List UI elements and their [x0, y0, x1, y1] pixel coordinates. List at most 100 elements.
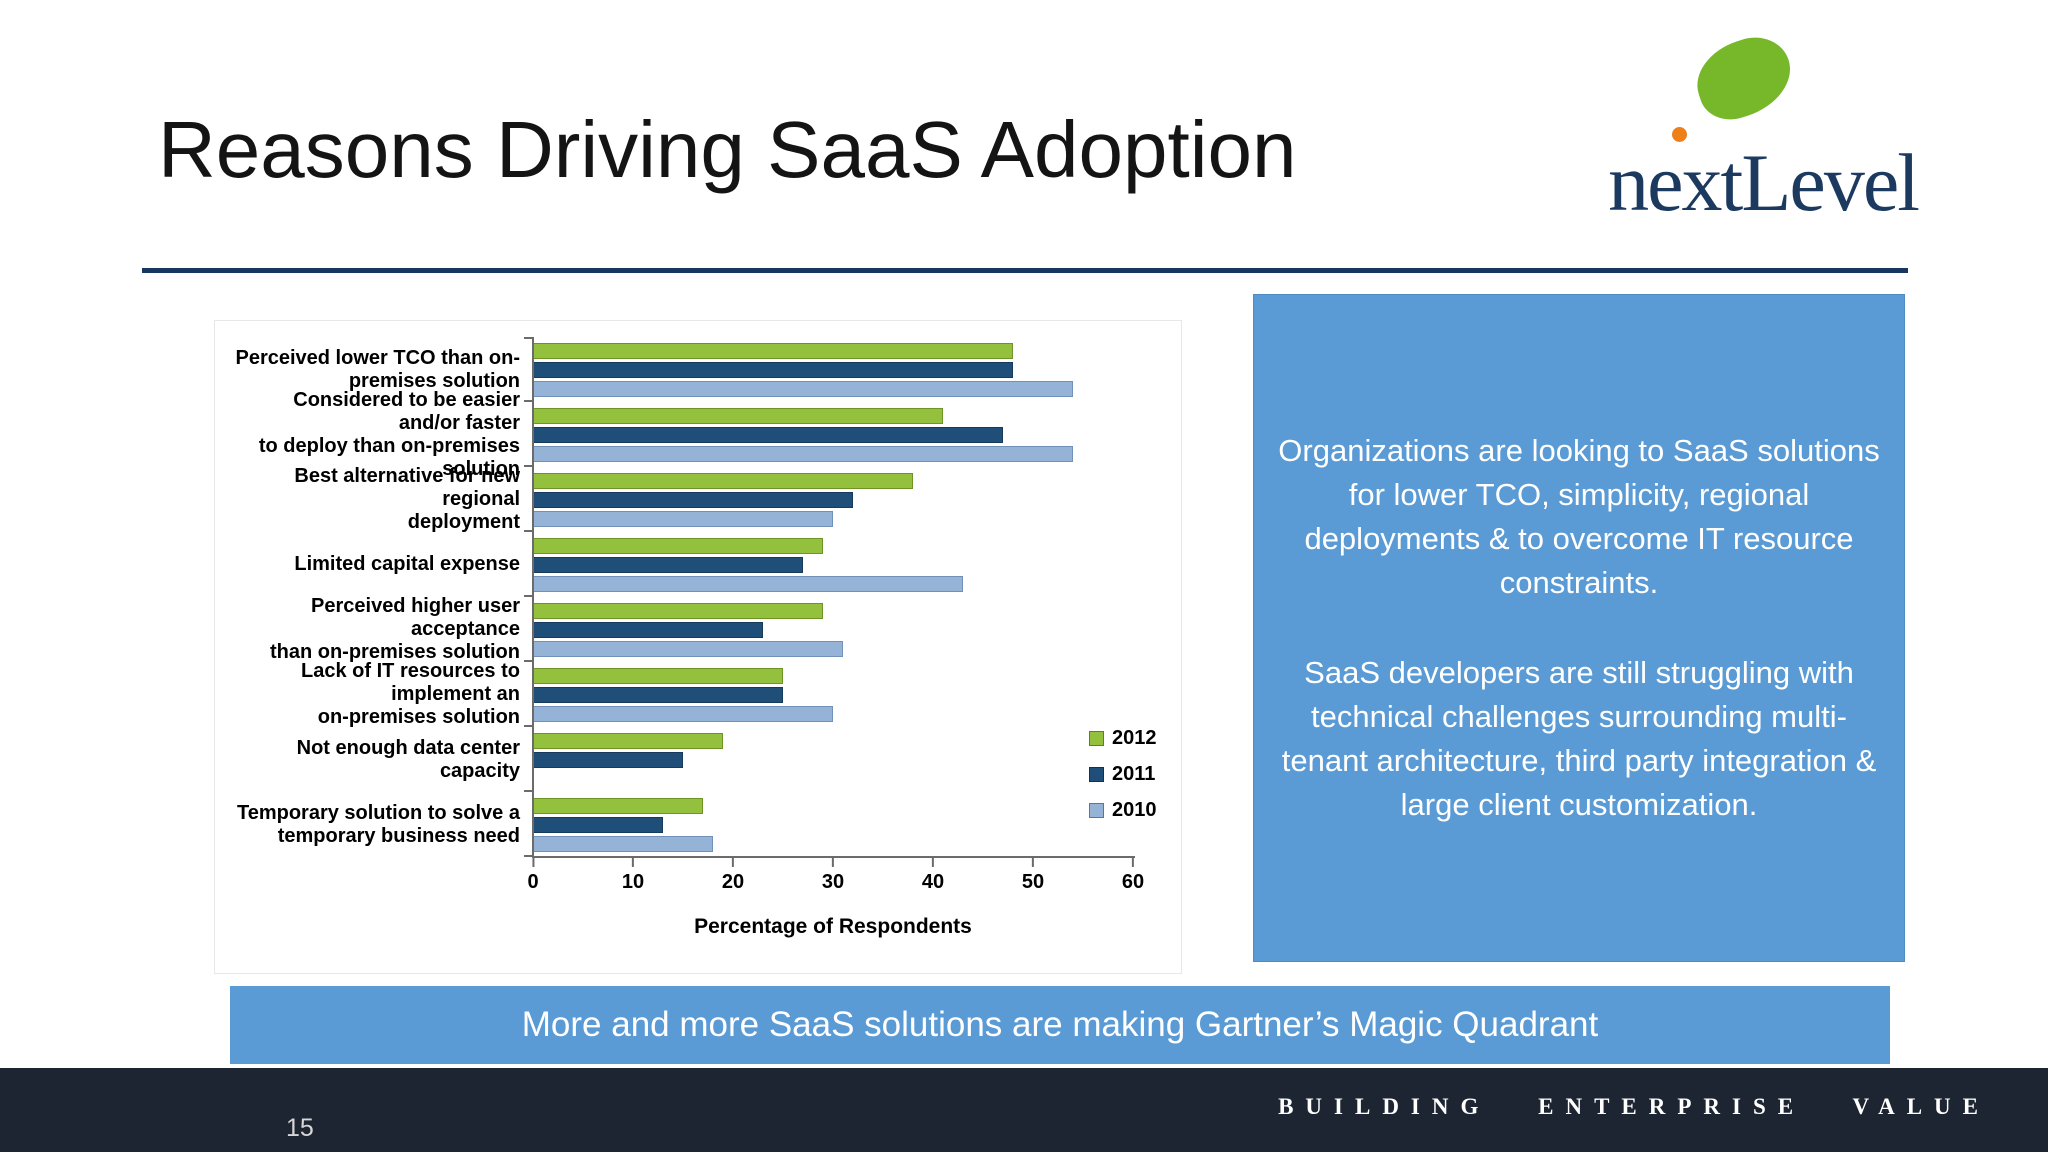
nextlevel-logo: nextLevel	[1500, 27, 1930, 230]
x-tick-0: 0	[527, 858, 539, 894]
bar-2012	[533, 342, 1013, 359]
x-tick-10: 10	[622, 858, 644, 894]
bar-2011	[533, 361, 1013, 378]
tick-label: 60	[1121, 871, 1145, 893]
bar-2012	[533, 407, 943, 424]
chart-body: Perceived lower TCO than on- premises so…	[233, 337, 1163, 938]
chart-bar-group	[533, 341, 1133, 399]
bar-2011	[533, 751, 683, 768]
chart-bar-group	[533, 536, 1133, 594]
legend-label: 2011	[1112, 763, 1156, 785]
chart-category-row: Perceived higher user acceptance than on…	[233, 595, 1163, 663]
legend-label: 2012	[1112, 727, 1157, 749]
logo-text-next: next	[1608, 137, 1743, 228]
x-tick-60: 60	[1122, 858, 1144, 894]
chart-bar-group	[533, 796, 1133, 854]
chart-category-row: Lack of IT resources to implement an on-…	[233, 660, 1163, 728]
legend-item-2010: 2010	[1089, 799, 1157, 822]
footer-motto: BUILDING ENTERPRISE VALUE	[1278, 1094, 1990, 1119]
chart-category-label: Not enough data center capacity	[296, 736, 520, 782]
x-axis	[532, 856, 1135, 858]
y-axis	[532, 337, 534, 857]
bar-2011	[533, 426, 1003, 443]
title-divider-line	[142, 268, 1908, 273]
chart-bar-group	[533, 666, 1133, 724]
bar-2011	[533, 686, 783, 703]
takeaway-banner: More and more SaaS solutions are making …	[230, 986, 1890, 1064]
footer-bar: 15 BUILDING ENTERPRISE VALUE	[0, 1068, 2048, 1152]
tick-mark	[1032, 858, 1034, 867]
bar-2010	[533, 705, 833, 722]
bar-2011	[533, 621, 763, 638]
chart-bar-group	[533, 471, 1133, 529]
x-axis-ticks: 0 10 20 30 40 50 60	[527, 858, 1144, 918]
chart-bar-group	[533, 406, 1133, 464]
chart-category-label: Limited capital expense	[294, 553, 520, 575]
chart-category-row: Not enough data center capacity	[233, 727, 1163, 792]
chart-category-label: Lack of IT resources to implement an on-…	[301, 660, 520, 728]
legend-item-2011: 2011	[1089, 763, 1157, 786]
legend-swatch	[1089, 767, 1104, 782]
chart-rows: Perceived lower TCO than on- premises so…	[233, 337, 1163, 857]
tick-label: 30	[821, 871, 845, 893]
bar-2010	[533, 510, 833, 527]
bar-2011	[533, 556, 803, 573]
saas-adoption-bar-chart: Perceived lower TCO than on- premises so…	[214, 320, 1182, 974]
chart-bar-group	[533, 731, 1133, 789]
commentary-paragraph-2: SaaS developers are still struggling wit…	[1281, 654, 1877, 822]
tick-mark	[1132, 858, 1134, 867]
bar-2012	[533, 537, 823, 554]
bar-2010	[533, 640, 843, 657]
tick-mark	[932, 858, 934, 867]
legend-item-2012: 2012	[1089, 727, 1157, 750]
bar-2010	[533, 445, 1073, 462]
legend-label: 2010	[1112, 799, 1157, 821]
chart-category-label: Perceived higher user acceptance than on…	[269, 595, 520, 663]
bar-2010	[533, 575, 963, 592]
tick-mark	[532, 858, 534, 867]
tick-label: 10	[621, 871, 645, 893]
tick-label: 40	[921, 871, 945, 893]
bar-2012	[533, 602, 823, 619]
page-title: Reasons Driving SaaS Adoption	[158, 105, 1297, 194]
page-number: 15	[286, 1114, 314, 1142]
tick-label: 50	[1021, 871, 1045, 893]
chart-category-label: Temporary solution to solve a temporary …	[236, 801, 520, 847]
bar-2012	[533, 472, 913, 489]
chart-bar-group	[533, 601, 1133, 659]
chart-category-label: Considered to be easier and/or faster to…	[258, 388, 520, 480]
chart-category-label: Perceived lower TCO than on- premises so…	[235, 346, 520, 392]
bar-2012	[533, 667, 783, 684]
chart-category-row: Temporary solution to solve a temporary …	[233, 792, 1163, 857]
legend-swatch	[1089, 731, 1104, 746]
x-axis-label: Percentage of Respondents	[694, 915, 972, 938]
commentary-box: Organizations are looking to SaaS soluti…	[1253, 294, 1905, 962]
x-tick-40: 40	[922, 858, 944, 894]
tick-label: 0	[527, 871, 539, 893]
chart-legend: 2012 2011 2010	[1089, 727, 1157, 822]
tick-mark	[632, 858, 634, 867]
bar-2012	[533, 797, 703, 814]
logo-text: nextLevel	[1608, 142, 1920, 224]
bar-2011	[533, 816, 663, 833]
chart-category-row: Perceived lower TCO than on- premises so…	[233, 337, 1163, 402]
chart-category-row: Best alternative for new regional deploy…	[233, 465, 1163, 533]
logo-dot-icon	[1672, 127, 1687, 142]
bar-2010	[533, 835, 713, 852]
legend-swatch	[1089, 803, 1104, 818]
x-tick-50: 50	[1022, 858, 1044, 894]
chart-category-row: Considered to be easier and/or faster to…	[233, 389, 1163, 480]
tick-mark	[832, 858, 834, 867]
logo-text-level: Level	[1741, 137, 1920, 228]
chart-category-label: Best alternative for new regional deploy…	[294, 465, 520, 533]
x-tick-30: 30	[822, 858, 844, 894]
takeaway-banner-text: More and more SaaS solutions are making …	[521, 1005, 1599, 1044]
bar-2012	[533, 732, 723, 749]
tick-label: 20	[721, 871, 745, 893]
bar-2011	[533, 491, 853, 508]
tick-mark	[732, 858, 734, 867]
commentary-paragraph-1: Organizations are looking to SaaS soluti…	[1278, 433, 1880, 601]
x-tick-20: 20	[722, 858, 744, 894]
logo-leaf-icon	[1686, 27, 1802, 129]
